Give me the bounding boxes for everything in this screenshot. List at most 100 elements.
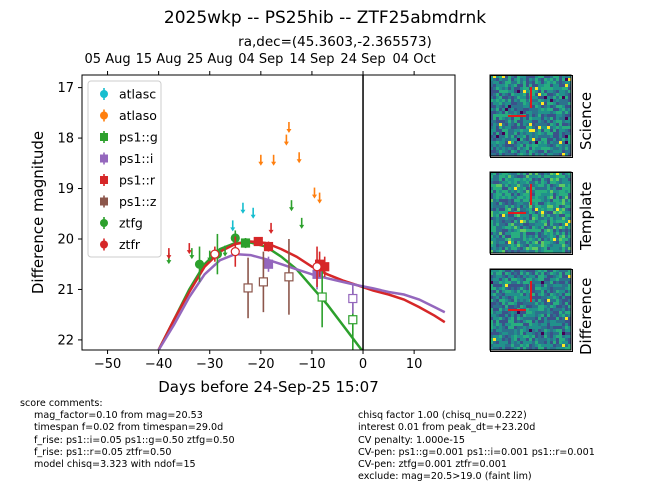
stamp-pixel xyxy=(523,147,526,150)
stamp-pixel xyxy=(547,205,550,208)
stamp-pixel xyxy=(562,202,565,205)
stamp-pixel xyxy=(514,87,517,90)
stamp-pixel xyxy=(535,287,538,290)
stamp-pixel xyxy=(538,311,541,314)
stamp-pixel xyxy=(541,344,544,347)
stamp-pixel xyxy=(562,293,565,296)
stamp-pixel xyxy=(568,332,571,335)
stamp-pixel xyxy=(553,172,556,175)
stamp-pixel xyxy=(502,247,505,250)
stamp-pixel xyxy=(562,329,565,332)
stamp-pixel xyxy=(562,317,565,320)
stamp-pixel xyxy=(562,208,565,211)
stamp-pixel xyxy=(514,193,517,196)
stamp-pixel xyxy=(508,250,511,253)
stamp-pixel xyxy=(505,238,508,241)
stamp-pixel xyxy=(526,250,529,253)
stamp-pixel xyxy=(562,117,565,120)
stamp-pixel xyxy=(556,81,559,84)
stamp-pixel xyxy=(493,135,496,138)
stamp-pixel xyxy=(562,287,565,290)
stamp-pixel xyxy=(544,141,547,144)
stamp-pixel xyxy=(490,102,493,105)
stamp-pixel xyxy=(541,329,544,332)
stamp-pixel xyxy=(490,220,493,223)
stamp-pixel xyxy=(523,108,526,111)
stamp-pixel xyxy=(538,275,541,278)
stamp-pixel xyxy=(565,287,568,290)
stamp-pixel xyxy=(541,117,544,120)
stamp-pixel xyxy=(553,269,556,272)
stamp-pixel xyxy=(529,335,532,338)
stamp-pixel xyxy=(508,111,511,114)
stamp-pixel xyxy=(547,78,550,81)
stamp-pixel xyxy=(508,199,511,202)
stamp-pixel xyxy=(520,144,523,147)
stamp-pixel xyxy=(544,269,547,272)
stamp-pixel xyxy=(529,311,532,314)
stamp-pixel xyxy=(556,96,559,99)
top-tick-label: 14 Sep xyxy=(289,52,334,67)
stamp-pixel xyxy=(553,335,556,338)
stamp-pixel xyxy=(541,202,544,205)
stamp-pixel xyxy=(523,281,526,284)
stamp-pixel xyxy=(526,296,529,299)
stamp-pixel xyxy=(490,244,493,247)
stamp-pixel xyxy=(559,338,562,341)
stamp-pixel xyxy=(496,87,499,90)
stamp-pixel xyxy=(562,123,565,126)
stamp-pixel xyxy=(568,193,571,196)
stamp-pixel xyxy=(559,193,562,196)
stamp-pixel xyxy=(496,78,499,81)
stamp-pixel xyxy=(532,281,535,284)
stamp-pixel xyxy=(493,308,496,311)
stamp-pixel xyxy=(514,138,517,141)
comments-heading: score comments: xyxy=(20,398,103,409)
comments-left: mag_factor=0.10 from mag=20.53 timespan … xyxy=(34,410,235,471)
stamp-pixel xyxy=(565,299,568,302)
stamp-pixel xyxy=(505,193,508,196)
stamp-pixel xyxy=(493,290,496,293)
stamp-pixel xyxy=(535,187,538,190)
stamp-pixel xyxy=(550,323,553,326)
stamp-pixel xyxy=(556,341,559,344)
stamp-pixel xyxy=(526,123,529,126)
stamp-pixel xyxy=(529,241,532,244)
x-tick-label: −40 xyxy=(145,357,172,372)
stamp-pixel xyxy=(508,305,511,308)
stamp-pixel xyxy=(514,305,517,308)
stamp-pixel xyxy=(511,320,514,323)
stamp-pixel xyxy=(544,208,547,211)
stamp-pixel xyxy=(505,138,508,141)
stamp-pixel xyxy=(502,220,505,223)
stamp-pixel xyxy=(550,226,553,229)
stamp-pixel xyxy=(532,320,535,323)
stamp-pixel xyxy=(559,244,562,247)
stamp-pixel xyxy=(511,196,514,199)
stamp-pixel xyxy=(562,81,565,84)
stamp-pixel xyxy=(520,172,523,175)
data-point xyxy=(348,293,358,304)
stamp-pixel xyxy=(505,308,508,311)
stamp-pixel xyxy=(496,147,499,150)
stamp-pixel xyxy=(547,335,550,338)
stamp-pixel xyxy=(556,320,559,323)
stamp-pixel xyxy=(511,247,514,250)
stamp-pixel xyxy=(496,117,499,120)
stamp-pixel xyxy=(532,269,535,272)
stamp-pixel xyxy=(514,329,517,332)
stamp-pixel xyxy=(550,232,553,235)
stamp-pixel xyxy=(550,305,553,308)
stamp-pixel xyxy=(559,293,562,296)
stamp-pixel xyxy=(538,211,541,214)
stamp-pixel xyxy=(499,281,502,284)
stamp-pixel xyxy=(532,235,535,238)
stamp-pixel xyxy=(526,187,529,190)
stamp-pixel xyxy=(520,126,523,129)
stamp-pixel xyxy=(529,172,532,175)
stamp-pixel xyxy=(496,175,499,178)
stamp-pixel xyxy=(508,175,511,178)
stamp-pixel xyxy=(553,181,556,184)
stamp-pixel xyxy=(568,175,571,178)
stamp-pixel xyxy=(523,117,526,120)
